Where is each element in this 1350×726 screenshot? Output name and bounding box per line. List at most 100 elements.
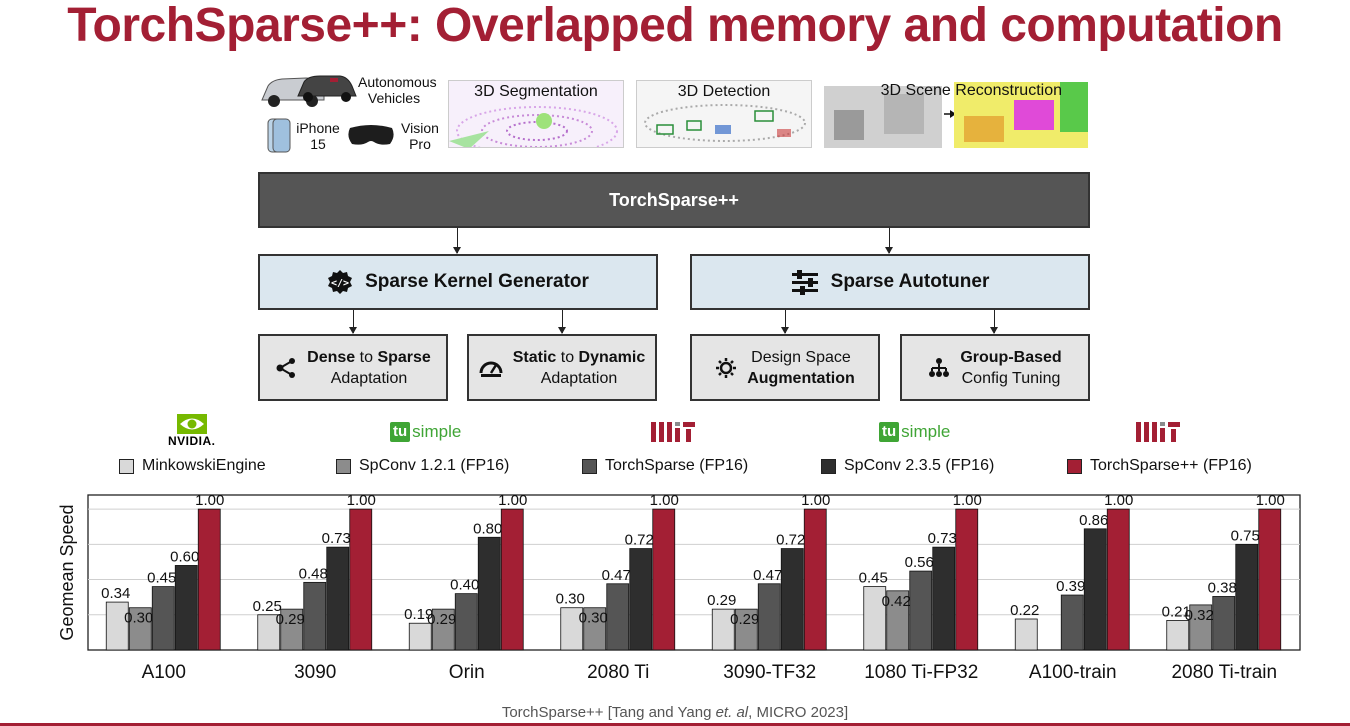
footer-rule: [0, 723, 1350, 726]
group-based-word: Group-Based: [960, 348, 1062, 366]
bar: [151, 586, 175, 651]
legend-label-minkowski: MinkowskiEngine: [142, 457, 266, 474]
tusimple-text-2: simple: [901, 422, 951, 441]
torchsparse-plus-plus-box: TorchSparse++: [258, 172, 1090, 228]
design-space-line: Design Space: [751, 348, 851, 366]
bar: [197, 508, 221, 651]
tusimple-logo-2: tu simple: [879, 422, 950, 442]
task-label-detection: 3D Detection: [677, 83, 771, 100]
x-tick-label: 3090: [294, 662, 336, 683]
legend-spconv121: SpConv 1.2.1 (FP16): [336, 457, 509, 475]
iphone-label: iPhone 15: [296, 120, 340, 152]
tusimple-logo-1: tu simple: [390, 422, 461, 442]
legend-swatch-spconv121: [336, 458, 351, 474]
sparse-autotuner-box: Sparse Autotuner: [690, 254, 1090, 310]
x-tick-label: 3090-TF32: [723, 662, 816, 683]
mit-logo-mark-2: [1136, 422, 1180, 442]
legend-torchsparse: TorchSparse (FP16): [582, 457, 748, 475]
task-label-reconstruction: 3D Scene Reconstruction: [880, 82, 1062, 99]
data-label: 0.42: [882, 593, 911, 610]
torchsparse-plus-plus-label: TorchSparse++: [609, 189, 739, 210]
bar: [128, 607, 152, 651]
static-word: Static: [512, 348, 557, 366]
legend-label-spconv235: SpConv 2.3.5 (FP16): [844, 457, 995, 474]
data-label: 1.00: [347, 492, 376, 509]
data-label: 0.45: [859, 570, 888, 587]
bar: [583, 607, 607, 651]
detection-pointcloud-image: [644, 104, 806, 142]
data-label: 1.00: [801, 492, 830, 509]
bar: [1060, 594, 1084, 651]
legend-swatch-torchsparse: [582, 458, 597, 474]
bar: [477, 536, 501, 651]
data-label: 1.00: [953, 492, 982, 509]
mit-logo-mark-1: [651, 422, 695, 442]
nvidia-wordmark: NVIDIA.: [168, 434, 216, 448]
bar: [408, 622, 432, 651]
car-icon: [261, 75, 357, 107]
data-label: 0.32: [1185, 607, 1214, 624]
bar: [105, 601, 129, 651]
x-tick-label: A100-train: [1029, 662, 1117, 683]
data-label: 0.48: [299, 565, 328, 582]
legend-label-spconv121: SpConv 1.2.1 (FP16): [359, 457, 510, 474]
to-word-1: to: [355, 348, 378, 366]
adaptation-word-2: Adaptation: [540, 369, 618, 387]
bar: [652, 508, 676, 651]
arrow-kernel-to-static: [558, 310, 566, 334]
tusimple-badge-1: tu: [390, 422, 411, 442]
bar: [803, 508, 827, 651]
design-space-box: Design Space Augmentation: [690, 334, 880, 401]
dynamic-word: Dynamic: [578, 348, 646, 366]
segmentation-pointcloud-image: [449, 106, 618, 147]
detection-thumbnail: 3D Detection: [636, 80, 812, 148]
legend-minkowski: MinkowskiEngine: [119, 457, 266, 475]
legend-spconv235: SpConv 2.3.5 (FP16): [821, 457, 994, 475]
segmentation-thumbnail: 3D Segmentation: [448, 80, 624, 148]
bar: [1014, 618, 1038, 651]
citation-prefix: TorchSparse++ [Tang and Yang: [501, 704, 716, 721]
bar: [711, 608, 735, 651]
data-label: 0.39: [1056, 578, 1085, 595]
group-based-box: Group-Based Config Tuning: [900, 334, 1090, 401]
citation-etal: et. al: [715, 704, 749, 721]
data-label: 0.47: [753, 567, 782, 584]
vision-pro-label: Vision Pro: [401, 120, 439, 152]
citation-suffix: , MICRO 2023]: [748, 704, 849, 721]
reconstruction-image: [824, 82, 1088, 148]
task-label-segmentation: 3D Segmentation: [474, 83, 598, 100]
legend-label-torchsparse: TorchSparse (FP16): [605, 457, 749, 474]
bar: [326, 546, 350, 651]
data-label: 0.56: [905, 554, 934, 571]
static-to-dynamic-box: Static to Dynamic Adaptation: [467, 334, 657, 401]
dense-to-sparse-text: Dense to Sparse Adaptation: [307, 347, 431, 389]
bar: [349, 508, 373, 651]
share-nodes-icon: [276, 357, 296, 378]
augmentation-word: Augmentation: [747, 369, 855, 387]
nvidia-eye-icon: [176, 414, 207, 434]
x-tick-label: 1080 Ti-FP32: [864, 662, 978, 683]
sun-gear-icon: [716, 357, 737, 378]
data-label: 0.29: [730, 611, 759, 628]
arrow-autotuner-to-design: [781, 310, 789, 334]
data-label: 0.29: [707, 592, 736, 609]
tusimple-text-1: simple: [412, 422, 462, 441]
bar: [909, 570, 933, 651]
data-label: 0.72: [776, 532, 805, 549]
dense-to-sparse-box: Dense to Sparse Adaptation: [258, 334, 448, 401]
legend-label-torchsparse-pp: TorchSparse++ (FP16): [1090, 457, 1252, 474]
data-label: 0.29: [427, 611, 456, 628]
bar: [500, 508, 524, 651]
legend-swatch-torchsparse-pp: [1067, 458, 1082, 474]
sparse-kernel-generator-box: </> Sparse Kernel Generator: [258, 254, 658, 310]
adaptation-word-1: Adaptation: [330, 369, 408, 387]
bar: [932, 546, 956, 651]
bar: [886, 590, 910, 651]
vision-pro-icon: [348, 125, 394, 145]
bar: [431, 608, 455, 651]
bar: [629, 548, 653, 651]
bar: [734, 608, 758, 651]
arrow-autotuner-to-group: [990, 310, 998, 334]
arrow-kernel-to-dense: [349, 310, 357, 334]
group-based-text: Group-Based Config Tuning: [960, 347, 1061, 389]
